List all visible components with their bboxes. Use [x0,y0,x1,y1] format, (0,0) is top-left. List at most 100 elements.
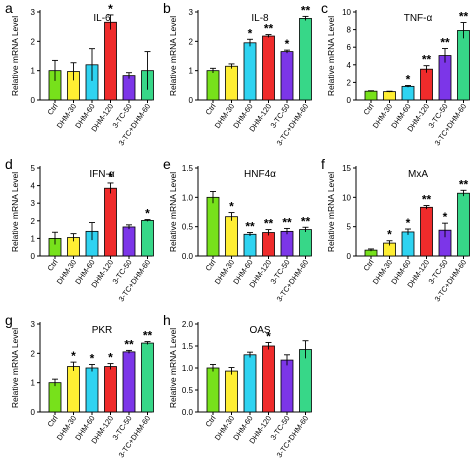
y-tick-label: 10 [342,193,351,202]
significance-marker: * [71,349,76,363]
y-axis-label: Relative mRNA Level [10,172,20,252]
significance-marker: * [145,207,150,221]
y-tick-label: 1.5 [182,164,194,173]
significance-marker: * [108,2,113,16]
significance-marker: ** [143,329,153,343]
y-tick-label: 0.0 [182,252,194,261]
bar [401,85,415,101]
significance-marker: * [248,26,253,40]
significance-marker: * [266,329,271,343]
bar [104,187,117,257]
y-tick-label: 0 [347,96,352,105]
significance-marker: * [387,228,392,242]
x-tick-label: Ctrl [46,102,60,117]
panel-letter: h [163,312,171,328]
panel-title: IL-6 [93,13,111,24]
panel-letter: d [5,156,13,172]
bar [243,354,257,413]
panel-title: PKR [92,325,113,336]
y-axis-label: Relative mRNA Level [326,172,336,252]
y-tick-label: 1.0 [182,193,194,202]
significance-marker: ** [301,214,311,228]
significance-marker: * [285,37,290,51]
bar [122,351,136,413]
bar [383,91,396,101]
bar [206,367,220,413]
bar [299,349,312,413]
bar [122,75,136,101]
y-tick-label: 6 [347,43,352,52]
bar [104,366,117,413]
y-tick-label: 3 [31,320,36,329]
bar [420,206,433,257]
y-tick-label: 10 [342,8,351,17]
x-tick-label: Ctrl [46,414,60,429]
x-tick-label: Ctrl [204,414,218,429]
bar [299,229,312,257]
y-tick-label: 1 [31,379,36,388]
y-tick-label: 0 [347,252,352,261]
bar [141,220,154,257]
y-tick-label: 0.5 [182,223,194,232]
bar [85,367,99,413]
y-axis-label: Relative mRNA Level [168,328,178,408]
bar [299,18,312,101]
y-tick-label: 4 [347,61,352,70]
bar [206,196,220,257]
panel-title: TNF-α [404,13,433,24]
panel-title: IL-8 [251,13,269,24]
significance-marker: ** [301,3,311,17]
y-tick-label: 1 [31,234,36,243]
bar [280,51,294,101]
y-tick-label: 2.0 [182,320,194,329]
significance-marker: ** [440,36,450,50]
y-tick-label: 3 [31,199,36,208]
bar [401,231,415,257]
y-tick-label: 2 [347,78,352,87]
panel-letter: b [163,0,171,16]
y-tick-label: 1 [189,67,194,76]
bar [364,90,378,101]
significance-marker: ** [264,22,274,36]
bar [457,192,470,257]
significance-marker: ** [459,10,469,24]
bar [420,68,433,101]
significance-marker: ** [124,337,134,351]
significance-marker: * [90,351,95,365]
significance-marker: ** [422,53,432,67]
bar [280,359,294,413]
x-tick-label: Ctrl [362,258,376,273]
x-tick-label: Ctrl [362,102,376,117]
y-tick-label: 5 [347,223,352,232]
bar [262,345,275,413]
y-tick-label: 1.5 [182,342,194,351]
significance-marker: * [108,351,113,365]
panel-letter: e [163,156,171,172]
y-axis-label: Relative mRNA Level [10,328,20,408]
bar [122,226,136,257]
y-tick-label: 4 [31,182,36,191]
y-tick-label: 15 [342,164,351,173]
y-tick-label: 0 [31,96,36,105]
y-axis-label: Relative mRNA Level [168,172,178,252]
y-axis-label: Relative mRNA Level [10,16,20,96]
panel-title: OAS [249,325,270,336]
panel-title: MxA [408,169,428,180]
x-tick-label: Ctrl [46,258,60,273]
significance-marker: * [443,210,448,224]
significance-marker: * [108,170,113,184]
bar [225,370,238,413]
bar [48,382,62,413]
bar [206,70,220,101]
bar [104,21,117,101]
bar [225,216,238,257]
panel-letter: g [5,312,13,328]
y-tick-label: 2 [189,37,194,46]
